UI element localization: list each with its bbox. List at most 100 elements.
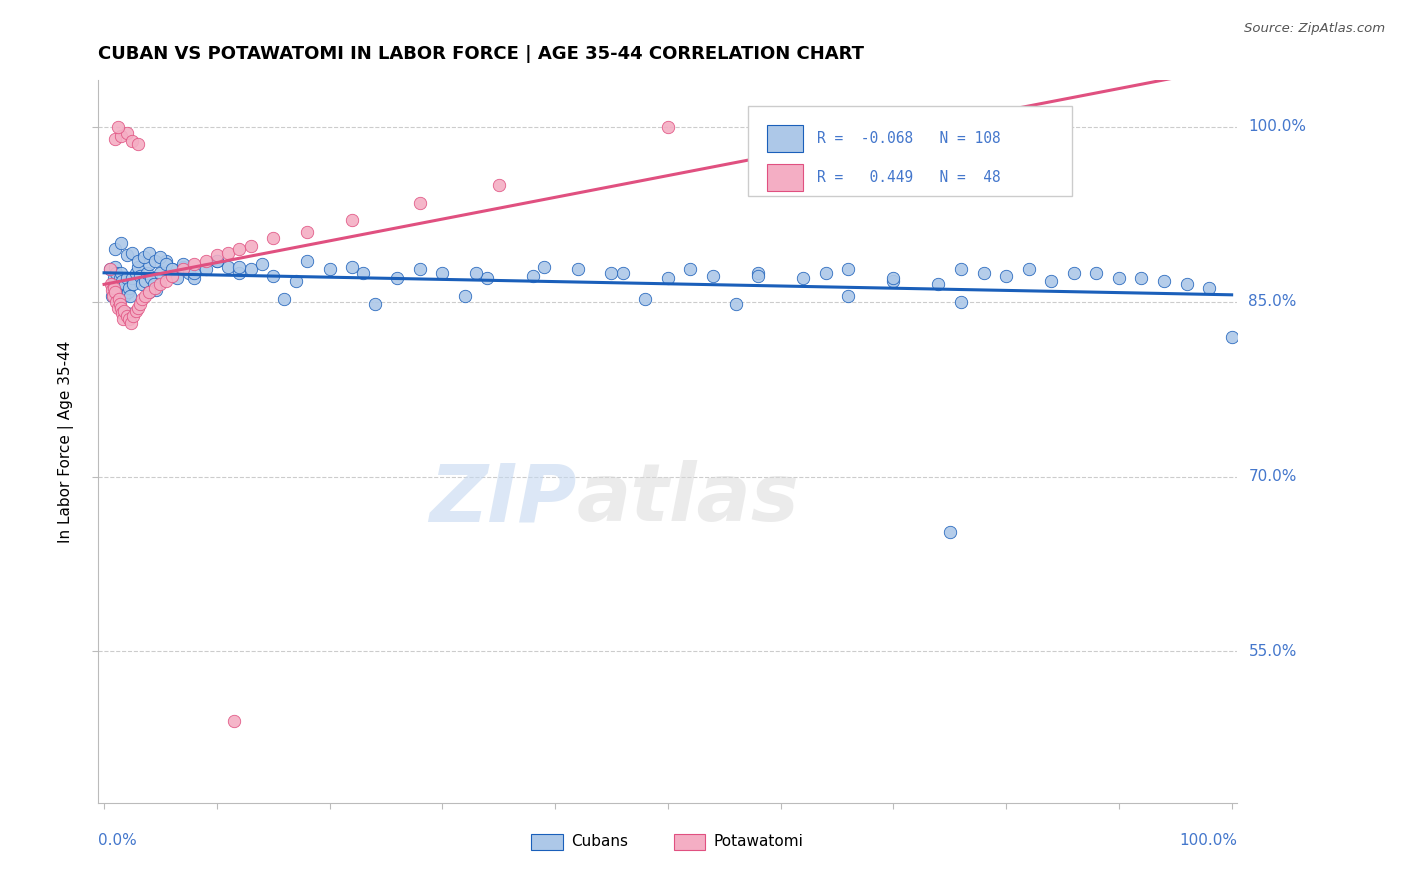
Point	[657, 271, 679, 285]
Point	[432, 266, 454, 280]
Text: Cubans: Cubans	[571, 834, 628, 849]
Point	[118, 281, 141, 295]
Point	[115, 309, 138, 323]
Point	[98, 262, 121, 277]
Point	[217, 245, 239, 260]
Bar	[766, 163, 803, 191]
Point	[938, 525, 960, 540]
Point	[107, 293, 129, 307]
Point	[747, 266, 769, 280]
Point	[107, 120, 129, 134]
FancyBboxPatch shape	[748, 105, 1073, 196]
Point	[1108, 271, 1130, 285]
Point	[995, 268, 1018, 283]
Bar	[673, 834, 706, 850]
Point	[101, 289, 124, 303]
Point	[110, 301, 132, 315]
Point	[104, 285, 127, 300]
Point	[115, 248, 138, 262]
Point	[172, 262, 194, 277]
Point	[239, 262, 262, 277]
Point	[239, 239, 262, 253]
Point	[121, 271, 143, 285]
Point	[127, 301, 149, 315]
Point	[454, 289, 477, 303]
Point	[110, 129, 132, 144]
Point	[141, 271, 163, 285]
Point	[103, 281, 125, 295]
Text: atlas: atlas	[576, 460, 800, 539]
Point	[121, 245, 143, 260]
Point	[792, 271, 814, 285]
Point	[262, 268, 284, 283]
Point	[205, 254, 228, 268]
Point	[194, 262, 217, 277]
Text: 100.0%: 100.0%	[1180, 833, 1237, 848]
Point	[138, 285, 160, 300]
Point	[465, 266, 488, 280]
Point	[108, 297, 131, 311]
Point	[747, 268, 769, 283]
Point	[205, 248, 228, 262]
Point	[127, 260, 149, 274]
Point	[134, 274, 156, 288]
Point	[135, 266, 157, 280]
Point	[138, 257, 160, 271]
Point	[882, 274, 904, 288]
Point	[115, 271, 138, 285]
Point	[110, 236, 132, 251]
Point	[488, 178, 510, 193]
Point	[1220, 329, 1243, 343]
Point	[145, 283, 167, 297]
Bar	[531, 834, 562, 850]
Point	[352, 266, 374, 280]
Point	[103, 271, 125, 285]
Point	[927, 277, 949, 292]
Point	[634, 293, 657, 307]
Point	[120, 316, 142, 330]
Point	[1063, 266, 1085, 280]
Point	[1018, 262, 1040, 277]
Point	[112, 312, 135, 326]
Point	[194, 254, 217, 268]
Point	[127, 137, 149, 152]
Point	[131, 277, 153, 292]
Text: CUBAN VS POTAWATOMI IN LABOR FORCE | AGE 35-44 CORRELATION CHART: CUBAN VS POTAWATOMI IN LABOR FORCE | AGE…	[98, 45, 865, 63]
Point	[122, 309, 145, 323]
Point	[1130, 271, 1153, 285]
Point	[124, 266, 146, 280]
Point	[228, 242, 250, 256]
Point	[183, 257, 205, 271]
Text: Source: ZipAtlas.com: Source: ZipAtlas.com	[1244, 22, 1385, 36]
Point	[155, 257, 177, 271]
Point	[882, 271, 904, 285]
Point	[142, 277, 165, 292]
Point	[1153, 274, 1175, 288]
Point	[183, 266, 205, 280]
Point	[273, 293, 295, 307]
Point	[108, 271, 131, 285]
Point	[533, 260, 555, 274]
Point	[284, 274, 307, 288]
Point	[222, 714, 245, 729]
Text: R =  -0.068   N = 108: R = -0.068 N = 108	[817, 131, 1001, 145]
Point	[134, 289, 156, 303]
Point	[107, 285, 129, 300]
Point	[105, 266, 128, 280]
Point	[409, 195, 432, 210]
Point	[1085, 266, 1108, 280]
Point	[114, 277, 136, 292]
Point	[702, 268, 724, 283]
Point	[98, 262, 121, 277]
Point	[104, 131, 127, 145]
Point	[115, 126, 138, 140]
Bar	[766, 125, 803, 152]
Text: 55.0%: 55.0%	[1249, 644, 1296, 659]
Point	[143, 254, 166, 268]
Point	[149, 251, 172, 265]
Point	[101, 281, 124, 295]
Point	[657, 120, 679, 134]
Point	[183, 271, 205, 285]
Point	[149, 266, 172, 280]
Point	[318, 262, 340, 277]
